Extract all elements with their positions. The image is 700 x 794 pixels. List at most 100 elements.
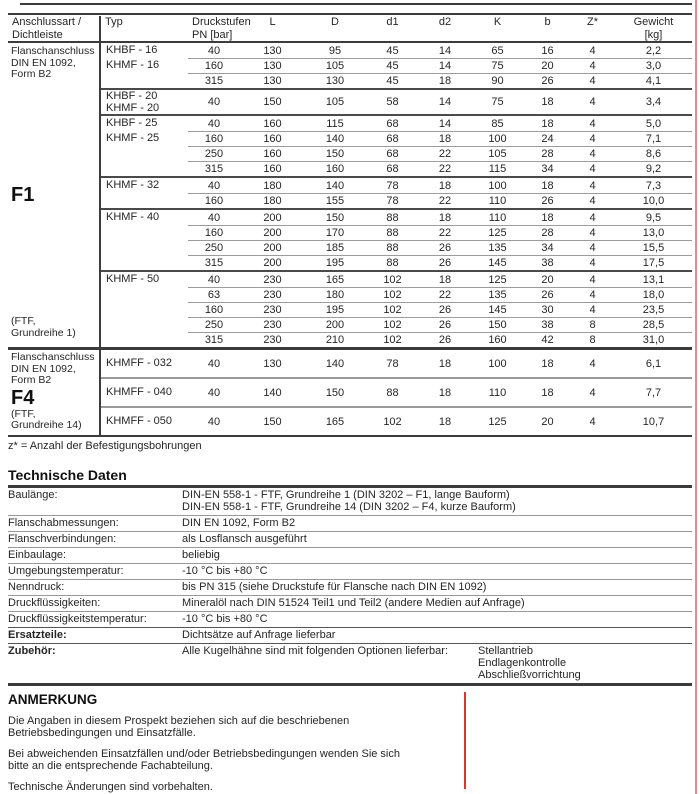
spec-cell: 24 (541, 133, 554, 145)
spec-cell: 170 (325, 227, 345, 239)
section-code: F4 (11, 386, 35, 409)
tech-row: Ersatzteile: Dichtsätze auf Anfrage liefe… (8, 628, 692, 644)
spec-cell: 65 (491, 44, 504, 57)
spec-cell: 8 (589, 319, 596, 331)
section-label-top-line: Flanschanschluss (11, 45, 95, 57)
section-f1: Flanschanschluss DIN EN 1092, Form B2 F1 (FT… (8, 43, 692, 350)
spec-cell: 88 (386, 386, 399, 399)
spec-cell: 4 (589, 289, 596, 301)
tech-label: Nenndruck: (8, 581, 65, 593)
column-header-line: [kg] (644, 28, 663, 41)
spec-cell: 40 (207, 96, 221, 108)
section-label-top-line: Form B2 (11, 68, 52, 80)
spec-cell: 100 (488, 133, 507, 145)
section-code: F1 (11, 184, 35, 206)
tech-value: als Losflansch ausgeführt (182, 533, 692, 545)
section-label: Flanschanschluss DIN EN 1092, Form B2 F4 (FT… (8, 350, 101, 435)
spec-cell: 2,2 (645, 44, 662, 57)
column-header-line: d1 (386, 16, 399, 28)
spec-cell: 130 (325, 75, 345, 87)
spec-cell: 130 (263, 357, 282, 370)
spec-cell: 45 (386, 60, 399, 72)
spec-cell: 18 (438, 133, 452, 145)
spec-cell: 18 (438, 415, 452, 428)
spec-cell: 135 (488, 289, 507, 301)
spec-cell: 135 (488, 242, 507, 254)
spec-cell: 78 (386, 195, 399, 207)
spec-row: 160 130 105 45 14 75 20 4 3,0 (188, 58, 692, 73)
spec-cell: 105 (488, 148, 507, 160)
type-label: KHMFF - 032 (106, 357, 173, 369)
tech-label: Druckflüssigkeiten: (8, 597, 101, 609)
group-rows: 40 130 140 78 18 100 18 4 6,1 (188, 350, 692, 377)
spec-cell: 34 (541, 242, 554, 254)
spec-cell: 17,5 (642, 257, 665, 269)
spec-row: 315 130 130 45 18 90 26 4 4,1 (188, 73, 692, 88)
tech-value: -10 °C bis +80 °C (182, 613, 692, 625)
column-header-line: d2 (438, 16, 452, 28)
spec-cell: 10,0 (642, 195, 665, 207)
spec-cell: 125 (488, 415, 507, 428)
column-header-line: L (269, 16, 276, 28)
spec-cell: 40 (207, 273, 221, 286)
tech-row: Nenndruck: bis PN 315 (siehe Druckstufe f… (8, 580, 692, 596)
spec-row: 315 160 160 68 22 115 34 4 9,2 (188, 161, 692, 176)
spec-cell: 4 (589, 148, 596, 160)
spec-cell: 13,0 (642, 227, 665, 239)
type-cell: KHMFF - 040 (101, 379, 188, 406)
tech-value-line: beliebig (182, 549, 220, 561)
spec-row: 63 230 180 102 22 135 26 4 18,0 (188, 287, 692, 302)
type-group: KHMFF - 040 40 140 150 88 18 110 18 4 7,7 (101, 377, 692, 406)
spec-cell: 14 (438, 60, 452, 72)
spec-cell: 250 (204, 148, 224, 160)
tech-label: Druckflüssigkeitstemperatur: (8, 613, 147, 625)
spec-cell: 200 (263, 227, 282, 239)
spec-cell: 18 (541, 357, 554, 370)
spec-cell: 68 (386, 163, 399, 175)
spec-cell: 75 (491, 60, 504, 72)
spec-cell: 16 (541, 44, 554, 57)
spec-cell: 10,7 (642, 415, 665, 428)
spec-cell: 185 (325, 242, 345, 254)
spec-cell: 14 (438, 96, 452, 108)
spec-row: 250 230 200 102 26 150 38 8 28,5 (188, 317, 692, 332)
tech-row: Flanschverbindungen: als Losflansch ausge… (8, 532, 692, 548)
spec-cell: 150 (325, 386, 345, 399)
spec-cell: 3,4 (645, 96, 662, 108)
spec-row: 40 230 165 102 18 125 20 4 13,1 (188, 272, 692, 287)
type-label: KHBF - 20 (106, 90, 158, 102)
spec-cell: 7,3 (645, 179, 662, 192)
spec-cell: 40 (207, 357, 221, 370)
spec-cell: 18 (438, 75, 452, 87)
spec-table-body: Flanschanschluss DIN EN 1092, Form B2 F1 (FT… (8, 43, 692, 437)
section-label-top: Flanschanschluss DIN EN 1092, Form B2 (11, 351, 99, 387)
spec-cell: 40 (207, 179, 221, 192)
type-label: KHMF - 40 (106, 211, 160, 223)
spec-cell: 4 (589, 117, 596, 130)
type-label: KHMF - 32 (106, 179, 160, 191)
tech-rows: Baulänge: DIN-EN 558-1 - FTF, Grundreihe … (8, 488, 692, 686)
accessory-option: Endlagenkontrolle (478, 657, 567, 669)
spec-cell: 42 (541, 334, 554, 346)
spec-cell: 102 (383, 319, 402, 331)
spec-cell: 250 (204, 319, 224, 331)
spec-cell: 155 (325, 195, 345, 207)
tech-value-line: Dichtsätze auf Anfrage lieferbar (182, 629, 336, 641)
type-cell: KHMF - 50 (101, 272, 188, 347)
section-groups: KHBF - 16 KHMF - 16 40 130 95 45 14 65 16 4 2,2 160… (101, 43, 692, 347)
spec-row: 160 160 140 68 18 100 24 4 7,1 (188, 131, 692, 146)
anmerkung-line: Bei abweichenden Einsatzfällen und/oder … (8, 748, 400, 760)
spec-cell: 180 (263, 195, 282, 207)
spec-cell: 200 (263, 257, 282, 269)
tech-value-line: -10 °C bis +80 °C (182, 613, 268, 625)
spec-cell: 230 (263, 319, 282, 331)
spec-cell: 105 (325, 60, 345, 72)
spec-cell: 140 (325, 179, 345, 192)
anmerkung-line: Die Angaben in diesem Prospekt beziehen … (8, 715, 350, 727)
spec-cell: 150 (263, 415, 282, 428)
top-rule (20, 3, 692, 5)
spec-cell: 88 (386, 257, 399, 269)
spec-cell: 40 (207, 117, 221, 130)
column-header-line: PN [bar] (192, 28, 233, 41)
